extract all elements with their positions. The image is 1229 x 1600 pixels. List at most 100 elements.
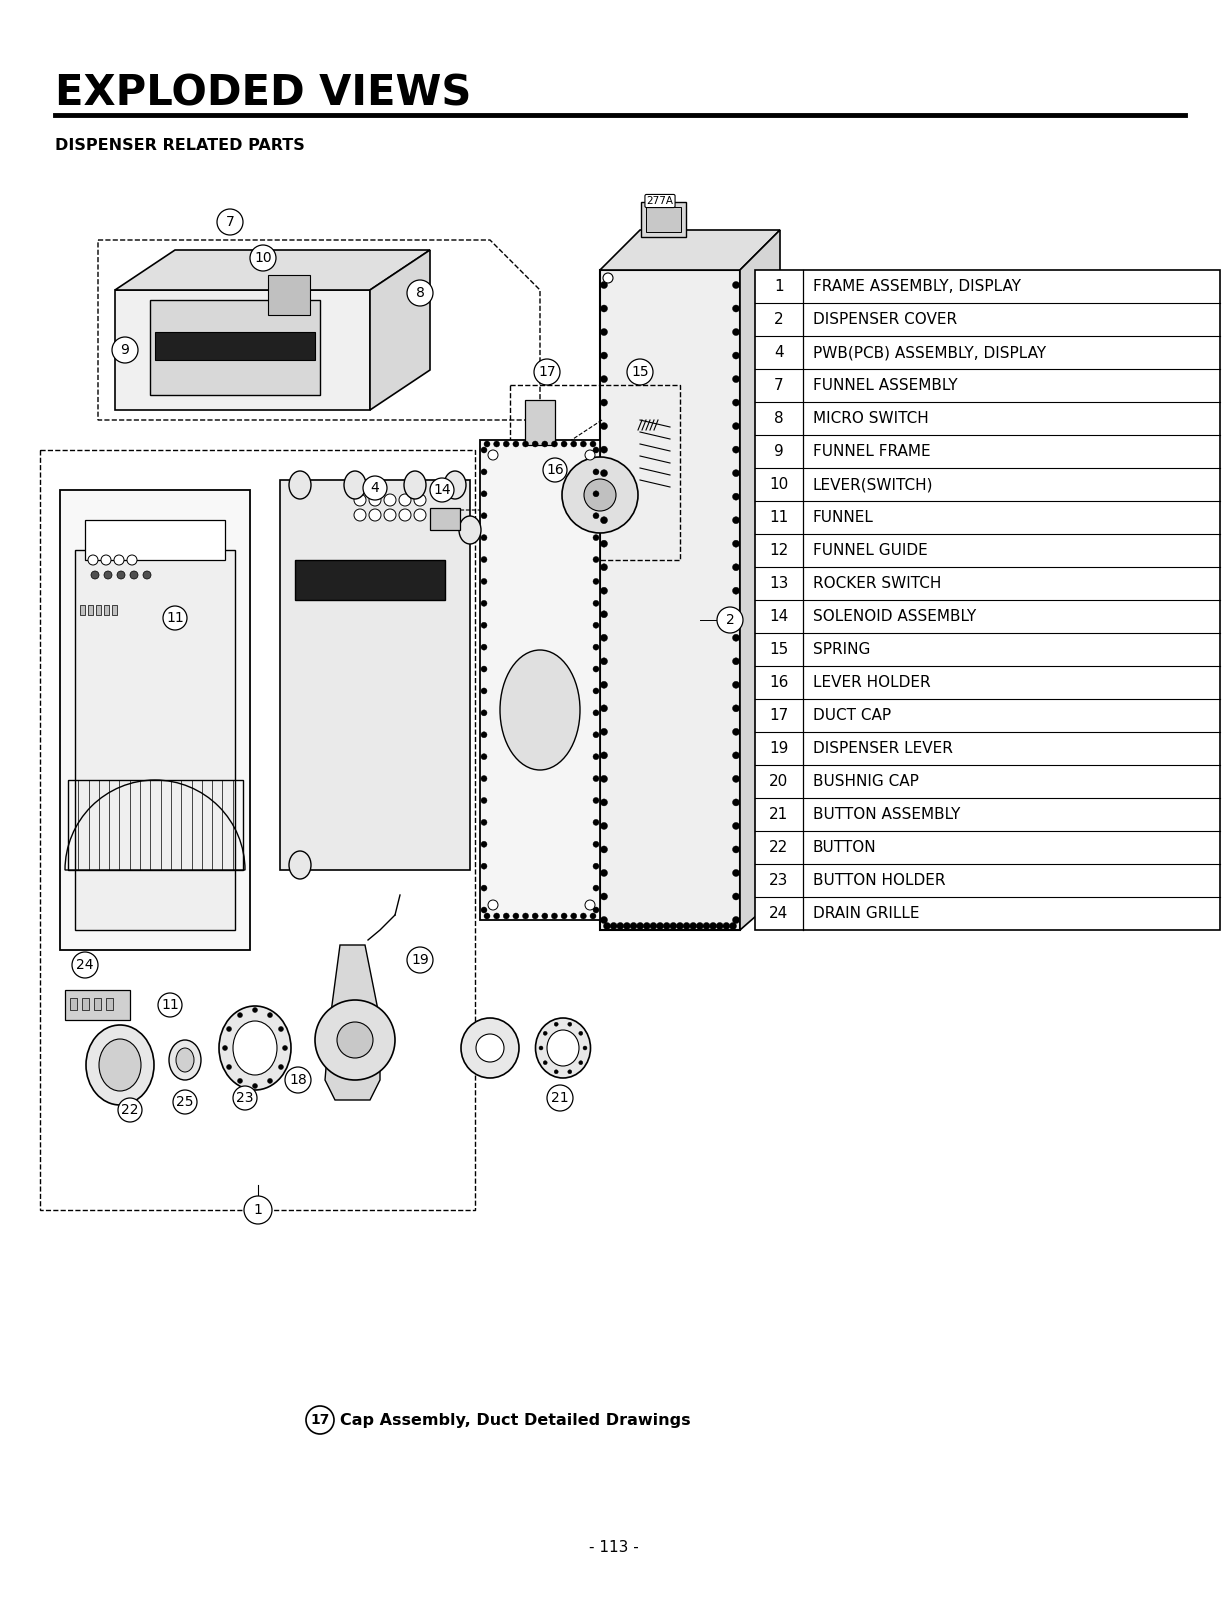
Text: 10: 10 — [769, 477, 789, 493]
Circle shape — [369, 509, 381, 522]
Circle shape — [732, 517, 740, 523]
Circle shape — [218, 210, 243, 235]
Text: LEVER HOLDER: LEVER HOLDER — [814, 675, 930, 690]
Circle shape — [732, 563, 740, 571]
Circle shape — [732, 798, 740, 806]
Circle shape — [601, 682, 607, 688]
Ellipse shape — [170, 1040, 202, 1080]
Circle shape — [594, 469, 599, 475]
Circle shape — [279, 1064, 284, 1069]
Circle shape — [732, 282, 740, 288]
Circle shape — [579, 1061, 583, 1064]
Text: FUNNEL GUIDE: FUNNEL GUIDE — [814, 542, 928, 558]
Text: 14: 14 — [433, 483, 451, 498]
Circle shape — [584, 478, 616, 510]
Circle shape — [732, 776, 740, 782]
Circle shape — [732, 893, 740, 899]
Text: DUCT CAP: DUCT CAP — [814, 707, 891, 723]
Circle shape — [484, 442, 490, 446]
Text: BUTTON: BUTTON — [814, 840, 876, 854]
Circle shape — [732, 422, 740, 430]
Polygon shape — [116, 250, 430, 290]
Circle shape — [732, 398, 740, 406]
Circle shape — [568, 1022, 571, 1026]
Circle shape — [283, 1045, 288, 1051]
Circle shape — [117, 571, 125, 579]
Circle shape — [481, 622, 487, 629]
Circle shape — [481, 710, 487, 715]
Circle shape — [285, 1067, 311, 1093]
Circle shape — [234, 1086, 257, 1110]
Circle shape — [562, 442, 567, 446]
Text: DRAIN GRILLE: DRAIN GRILLE — [814, 906, 919, 922]
Circle shape — [407, 947, 433, 973]
Text: 24: 24 — [769, 906, 789, 922]
Circle shape — [562, 458, 638, 533]
Circle shape — [732, 376, 740, 382]
Circle shape — [143, 571, 151, 579]
Text: DISPENSER COVER: DISPENSER COVER — [814, 312, 957, 326]
Circle shape — [601, 658, 607, 664]
Text: 11: 11 — [161, 998, 179, 1013]
Circle shape — [732, 917, 740, 923]
Circle shape — [732, 587, 740, 594]
Ellipse shape — [547, 1030, 579, 1066]
Circle shape — [237, 1078, 242, 1083]
Circle shape — [601, 587, 607, 594]
Circle shape — [732, 869, 740, 877]
Circle shape — [481, 688, 487, 694]
Circle shape — [594, 645, 599, 650]
Circle shape — [481, 579, 487, 584]
Text: MICRO SWITCH: MICRO SWITCH — [814, 411, 929, 426]
Circle shape — [481, 885, 487, 891]
Text: 22: 22 — [769, 840, 789, 854]
Polygon shape — [268, 275, 310, 315]
Text: SPRING: SPRING — [814, 642, 870, 658]
Text: 17: 17 — [538, 365, 556, 379]
Text: 11: 11 — [769, 510, 789, 525]
Circle shape — [594, 885, 599, 891]
Text: 23: 23 — [769, 874, 789, 888]
Circle shape — [542, 442, 548, 446]
Circle shape — [580, 442, 586, 446]
Bar — [68, 781, 243, 870]
Circle shape — [594, 600, 599, 606]
Circle shape — [594, 557, 599, 563]
Polygon shape — [600, 270, 740, 930]
Circle shape — [354, 509, 366, 522]
Circle shape — [245, 1197, 272, 1224]
Circle shape — [512, 914, 519, 918]
Circle shape — [543, 1061, 547, 1064]
Circle shape — [594, 666, 599, 672]
Circle shape — [542, 914, 548, 918]
Circle shape — [664, 923, 670, 930]
Circle shape — [732, 541, 740, 547]
Circle shape — [601, 422, 607, 430]
Circle shape — [732, 728, 740, 736]
Bar — [82, 998, 88, 1010]
Circle shape — [732, 658, 740, 664]
Polygon shape — [370, 250, 430, 410]
Circle shape — [554, 1022, 558, 1026]
Text: LEVER(SWITCH): LEVER(SWITCH) — [814, 477, 934, 493]
Bar — [755, 270, 1220, 930]
Circle shape — [594, 731, 599, 738]
Circle shape — [585, 899, 595, 910]
Circle shape — [603, 274, 613, 283]
Circle shape — [552, 442, 558, 446]
Circle shape — [488, 450, 498, 461]
Polygon shape — [60, 490, 249, 950]
Polygon shape — [280, 480, 469, 870]
Circle shape — [703, 923, 710, 930]
Circle shape — [617, 923, 624, 930]
Text: 7: 7 — [774, 378, 784, 394]
Polygon shape — [525, 400, 556, 445]
Text: 8: 8 — [415, 286, 424, 301]
Circle shape — [399, 509, 410, 522]
Circle shape — [601, 306, 607, 312]
Circle shape — [594, 688, 599, 694]
Circle shape — [583, 1046, 587, 1050]
Bar — [112, 605, 117, 614]
Bar — [646, 206, 681, 232]
Circle shape — [481, 862, 487, 869]
